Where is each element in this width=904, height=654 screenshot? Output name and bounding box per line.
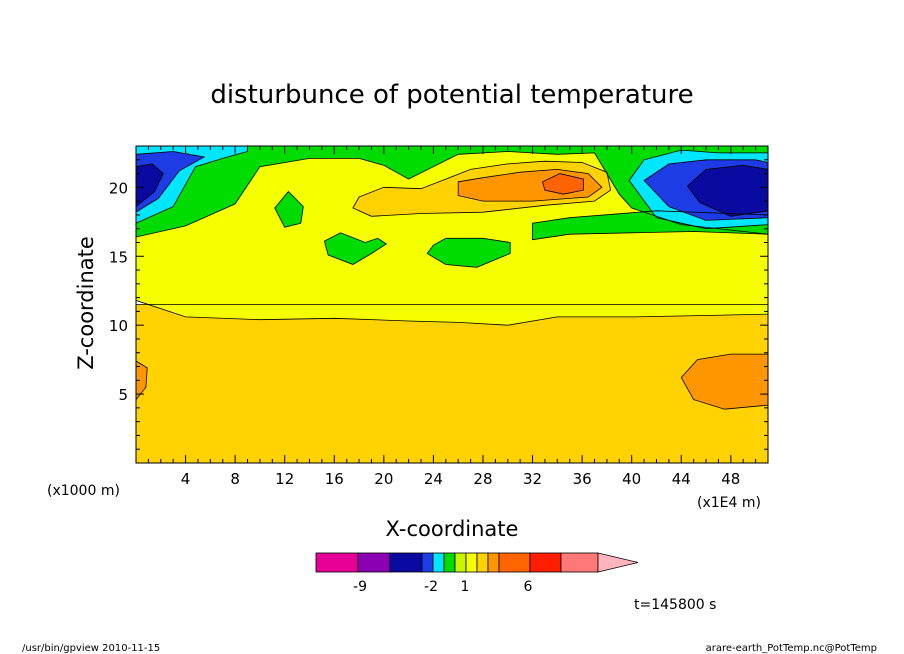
plot-frame bbox=[135, 145, 769, 464]
contour-line-15 bbox=[542, 173, 584, 195]
contour-line-17 bbox=[680, 353, 768, 410]
contour-region-0 bbox=[136, 304, 768, 463]
y-tick-label: 20 bbox=[109, 179, 128, 197]
colorbar-label: -2 bbox=[424, 579, 438, 595]
y-axis: 5 10 15 20 bbox=[109, 159, 768, 450]
contour-line-11 bbox=[136, 163, 164, 208]
contour-region-4 bbox=[274, 191, 304, 228]
contour-region-11 bbox=[136, 163, 164, 207]
contour-line-13 bbox=[352, 160, 612, 217]
x-tick-label: 36 bbox=[573, 470, 592, 488]
x-unit-left: (x1000 m) bbox=[47, 483, 120, 499]
contour-line-1 bbox=[136, 146, 768, 326]
contour-region-2 bbox=[136, 146, 768, 237]
x-tick-label: 28 bbox=[473, 470, 492, 488]
footer-left: /usr/bin/gpview 2010-11-15 bbox=[22, 643, 160, 654]
contour-line-7 bbox=[136, 146, 248, 224]
x-tick-label: 32 bbox=[523, 470, 542, 488]
contour-line-10 bbox=[643, 159, 768, 221]
y-tick-label: 15 bbox=[109, 248, 128, 266]
x-tick-label: 24 bbox=[424, 470, 443, 488]
colorbar-arrow bbox=[597, 552, 639, 573]
contour-region-12 bbox=[687, 165, 768, 217]
y-tick-label: 5 bbox=[118, 386, 128, 404]
footer-right: arare-earth_PotTemp.nc@PotTemp bbox=[706, 643, 877, 654]
y-tick-label: 10 bbox=[109, 317, 128, 335]
contour-region-16 bbox=[136, 361, 148, 400]
contour-line-14 bbox=[457, 168, 603, 202]
colorbar-box bbox=[465, 552, 478, 573]
chart-title: disturbunce of potential temperature bbox=[210, 80, 693, 110]
contour-region-6 bbox=[427, 238, 511, 268]
colorbar-box bbox=[421, 552, 434, 573]
colorbar-label: 6 bbox=[524, 579, 533, 595]
colorbar-box bbox=[498, 552, 531, 573]
x-tick-label: 12 bbox=[275, 470, 294, 488]
contour-line-6 bbox=[426, 237, 511, 268]
contour-line-4 bbox=[274, 190, 304, 228]
time-label: t=145800 s bbox=[634, 597, 716, 613]
contour-line-12 bbox=[686, 164, 768, 217]
x-tick-label: 44 bbox=[672, 470, 691, 488]
contour-region-17 bbox=[681, 354, 768, 410]
x-tick-label: 4 bbox=[181, 470, 191, 488]
colorbar-box bbox=[389, 552, 423, 573]
colorbar-box bbox=[487, 552, 500, 573]
colorbar-box bbox=[357, 552, 391, 573]
contour-line-5 bbox=[323, 232, 388, 265]
colorbar-box bbox=[454, 552, 467, 573]
contour-line-3 bbox=[532, 210, 768, 241]
x-axis-label: X-coordinate bbox=[386, 517, 519, 541]
x-axis: 4 8 12 16 20 24 28 32 36 40 44 48 bbox=[147, 146, 769, 488]
colorbar-box bbox=[315, 552, 359, 573]
colorbar-box bbox=[560, 552, 599, 573]
colorbar: -9 -2 1 6 bbox=[315, 552, 639, 595]
colorbar-box bbox=[529, 552, 562, 573]
x-tick-label: 48 bbox=[721, 470, 740, 488]
x-tick-label: 16 bbox=[325, 470, 344, 488]
contour-line-9 bbox=[136, 151, 206, 213]
contour-line-8 bbox=[628, 149, 768, 230]
contour-region-15 bbox=[542, 173, 584, 195]
x-tick-label: 20 bbox=[374, 470, 393, 488]
colorbar-label: 1 bbox=[461, 579, 470, 595]
y-axis-label: Z-coordinate bbox=[74, 236, 98, 370]
colorbar-label: -9 bbox=[353, 579, 367, 595]
colorbar-box bbox=[443, 552, 456, 573]
x-tick-label: 40 bbox=[622, 470, 641, 488]
colorbar-box bbox=[476, 552, 489, 573]
x-unit-right: (x1E4 m) bbox=[697, 495, 761, 511]
contour-line-16 bbox=[136, 360, 148, 401]
colorbar-box bbox=[432, 552, 445, 573]
x-tick-label: 8 bbox=[230, 470, 240, 488]
